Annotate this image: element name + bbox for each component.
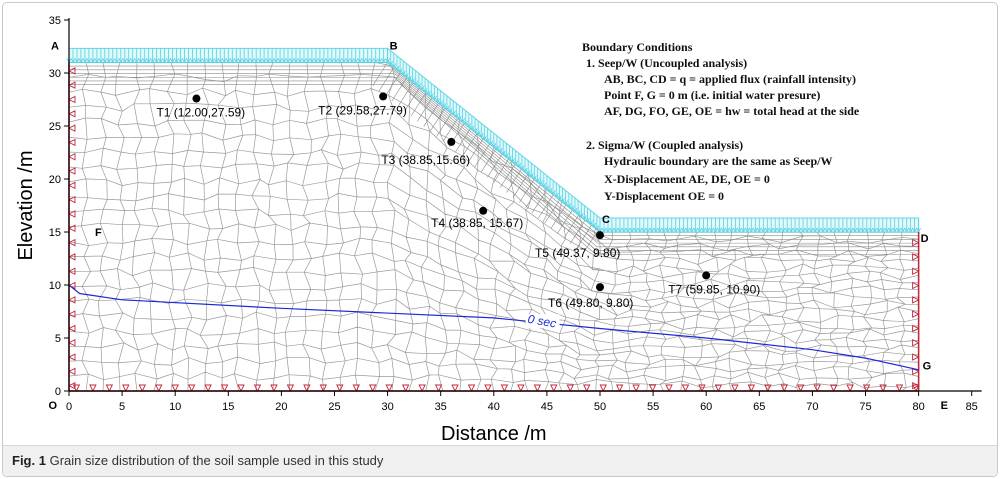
x-tick-label: 80	[912, 401, 924, 413]
y-tick-label: 15	[49, 227, 61, 239]
flux-cd	[597, 217, 922, 234]
monitor-label: T1 (12.00,27.59)	[156, 106, 245, 120]
monitor-label: T5 (49.37, 9.80)	[535, 246, 620, 260]
x-tick-label: 55	[647, 401, 659, 413]
water-table: 0 sec	[68, 284, 919, 371]
x-tick-label: 25	[328, 401, 340, 413]
x-tick-label: 40	[488, 401, 500, 413]
y-tick-label: 0	[55, 386, 61, 398]
x-tick-label: 0	[66, 401, 72, 413]
flux-bc	[385, 47, 603, 234]
caption-text: Grain size distribution of the soil samp…	[49, 453, 384, 468]
x-axis-label: Distance /m	[441, 423, 547, 445]
point-label-g: G	[923, 361, 932, 373]
flux-ab	[66, 47, 391, 64]
monitor-point	[447, 137, 456, 146]
monitor-point	[596, 283, 604, 292]
monitor-point	[596, 231, 604, 240]
x-tick-label: 65	[753, 401, 765, 413]
boundary-condition-line: 2. Sigma/W (Coupled analysis)	[586, 138, 743, 152]
boundary-condition-line: Point F, G = 0 m (i.e. initial water pre…	[604, 88, 820, 102]
boundary-condition-line: AF, DG, FO, GE, OE = hw = total head at …	[604, 104, 860, 118]
water-table-label: 0 sec	[527, 312, 558, 331]
y-tick-label: 25	[49, 121, 61, 133]
point-label-a: A	[51, 40, 59, 52]
boundary-condition-line: Boundary Conditions	[582, 40, 693, 54]
point-label-e: E	[941, 400, 948, 412]
y-tick-label: 30	[49, 68, 61, 80]
support-markers	[67, 67, 920, 393]
boundary-condition-line: AB, BC, CD = q = applied flux (rainfall …	[604, 72, 856, 86]
monitor-label: T6 (49.80, 9.80)	[548, 296, 633, 310]
x-tick-label: 30	[381, 401, 393, 413]
monitor-label: T2 (29.58,27.79)	[318, 103, 407, 117]
flux-cd-arrows	[597, 218, 922, 234]
figure-caption: Fig. 1 Grain size distribution of the so…	[12, 453, 383, 468]
y-tick-label: 35	[49, 15, 61, 27]
monitor-point	[379, 92, 388, 101]
x-tick-label: 75	[859, 401, 871, 413]
boundary-condition-line: X-Displacement AE, DE, OE = 0	[604, 172, 770, 186]
x-tick-label: 50	[594, 401, 606, 413]
monitor-point	[702, 271, 711, 280]
boundary-condition-line: Hydraulic boundary are the same as Seep/…	[604, 154, 832, 168]
x-tick-label: 45	[541, 401, 553, 413]
monitor-label: T7 (59.85, 10.90)	[668, 282, 760, 296]
point-label-b: B	[390, 40, 398, 52]
point-label-o: O	[48, 400, 57, 412]
y-tick-label: 5	[55, 333, 61, 345]
y-tick-label: 20	[49, 174, 61, 186]
point-label-f: F	[95, 227, 102, 239]
boundary-conditions-text: Boundary Conditions 1. Seep/W (Uncoupled …	[582, 40, 860, 203]
boundary-condition-line: 1. Seep/W (Uncoupled analysis)	[586, 56, 747, 70]
rainfall-flux-boundary	[66, 47, 922, 234]
monitor-point	[192, 94, 201, 103]
monitoring-points: T1 (12.00,27.59) T2 (29.58,27.79) T3 (38.8…	[156, 92, 760, 310]
caption-bar: Fig. 1 Grain size distribution of the so…	[3, 445, 997, 476]
point-label-d: D	[921, 233, 929, 245]
slope-model-diagram: 0 sec 0 5 10 15 20 25 30 35 40 45 50 55 60 65 70 75 80 85…	[15, 15, 982, 445]
y-axis-label: Elevation /m	[15, 150, 37, 260]
monitor-label: T4 (38.85, 15.67)	[431, 216, 523, 230]
monitor-label: T3 (38.85,15.66)	[381, 153, 470, 167]
point-label-c: C	[602, 214, 610, 226]
x-tick-label: 35	[435, 401, 447, 413]
water-table-line	[68, 284, 919, 371]
water-table-label-bg	[525, 314, 560, 329]
y-tick-label: 10	[49, 280, 61, 292]
boundary-condition-line: Y-Displacement OE = 0	[604, 189, 724, 203]
x-tick-label: 85	[966, 401, 978, 413]
x-tick-label: 70	[806, 401, 818, 413]
x-tick-label: 10	[169, 401, 181, 413]
mesh-refinement	[69, 62, 919, 255]
x-tick-label: 5	[119, 401, 125, 413]
x-tick-label: 15	[222, 401, 234, 413]
axes: 0 5 10 15 20 25 30 35 40 45 50 55 60 65 70 75 80 85 0 5 10 15…	[15, 15, 982, 445]
x-tick-label: 60	[700, 401, 712, 413]
point-labels: A B C D E F G O	[48, 40, 948, 412]
monitor-point	[479, 206, 488, 215]
flux-bc-arrows	[385, 48, 603, 234]
caption-label: Fig. 1	[12, 453, 46, 468]
x-tick-label: 20	[275, 401, 287, 413]
